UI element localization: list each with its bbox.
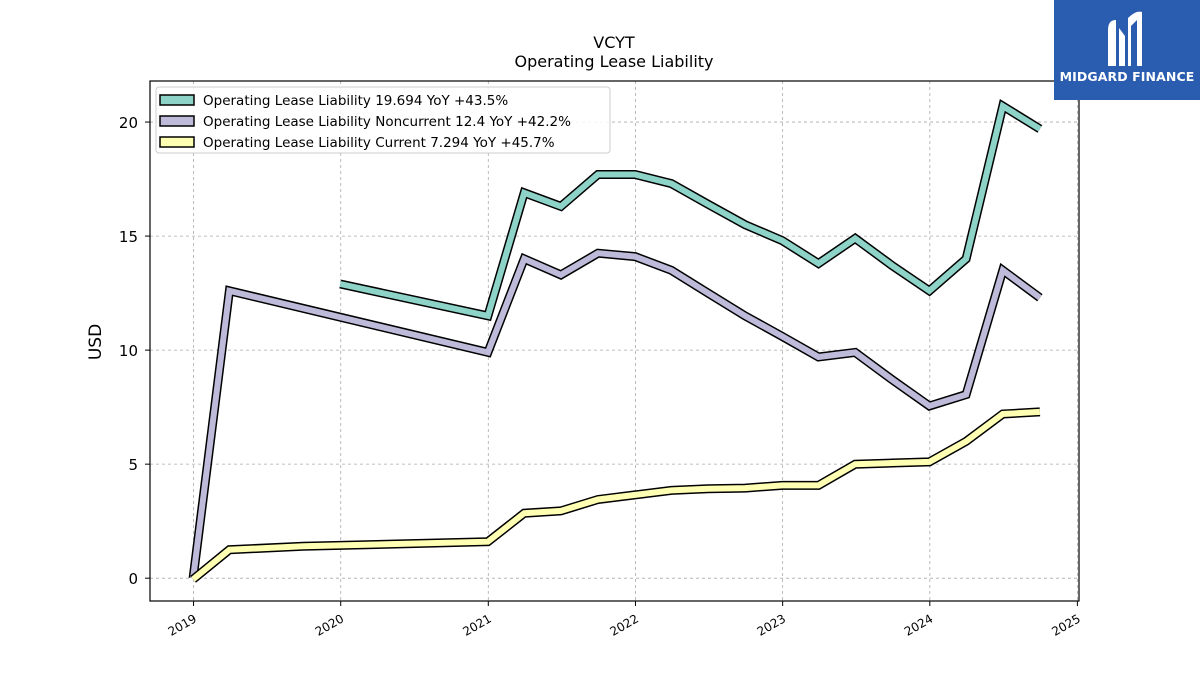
y-axis-label: USD xyxy=(86,324,106,360)
y-tick-label: 10 xyxy=(119,342,138,360)
legend-entry: Operating Lease Liability Current 7.294 … xyxy=(203,135,555,151)
legend-swatch xyxy=(159,115,195,127)
series-line-outline xyxy=(188,248,1043,579)
y-axis: 0 5 10 15 20 xyxy=(119,114,150,588)
legend-entry: Operating Lease Liability 19.694 YoY +43… xyxy=(203,93,508,109)
midgard-finance-logo: MIDGARD FINANCE xyxy=(1054,0,1200,100)
x-tick-label: 2021 xyxy=(460,611,493,638)
x-axis: 2019 2020 2021 2022 2023 2024 2025 xyxy=(166,601,1083,639)
y-tick-label: 5 xyxy=(128,456,138,474)
plot-frame xyxy=(149,80,1080,602)
series-2 xyxy=(188,248,1043,579)
chart-title: VCYT xyxy=(593,33,635,52)
grid xyxy=(150,81,1079,601)
midgard-m-logo-icon xyxy=(1108,11,1142,67)
x-tick-label: 2020 xyxy=(313,611,346,638)
legend-swatch xyxy=(159,136,195,148)
chart-subtitle: Operating Lease Liability xyxy=(514,52,713,71)
series-line xyxy=(339,101,1042,320)
series-line xyxy=(191,408,1041,582)
x-tick-label: 2022 xyxy=(608,611,641,638)
series-layer xyxy=(188,99,1043,583)
series-1 xyxy=(339,99,1043,322)
legend-box xyxy=(155,86,611,154)
logo-text: MIDGARD FINANCE xyxy=(1059,69,1195,84)
series-line xyxy=(190,250,1042,579)
x-tick-label: 2024 xyxy=(902,611,935,638)
y-tick-label: 0 xyxy=(128,570,138,588)
series-3 xyxy=(190,407,1041,583)
x-tick-label: 2019 xyxy=(166,611,199,638)
legend-swatch xyxy=(159,94,195,106)
x-tick-label: 2023 xyxy=(755,611,788,638)
y-tick-label: 15 xyxy=(119,228,138,246)
legend-entry: Operating Lease Liability Noncurrent 12.… xyxy=(203,114,571,130)
legend: Operating Lease Liability 19.694 YoY +43… xyxy=(155,86,611,154)
y-tick-label: 20 xyxy=(119,114,138,132)
x-tick-label: 2025 xyxy=(1049,611,1082,638)
